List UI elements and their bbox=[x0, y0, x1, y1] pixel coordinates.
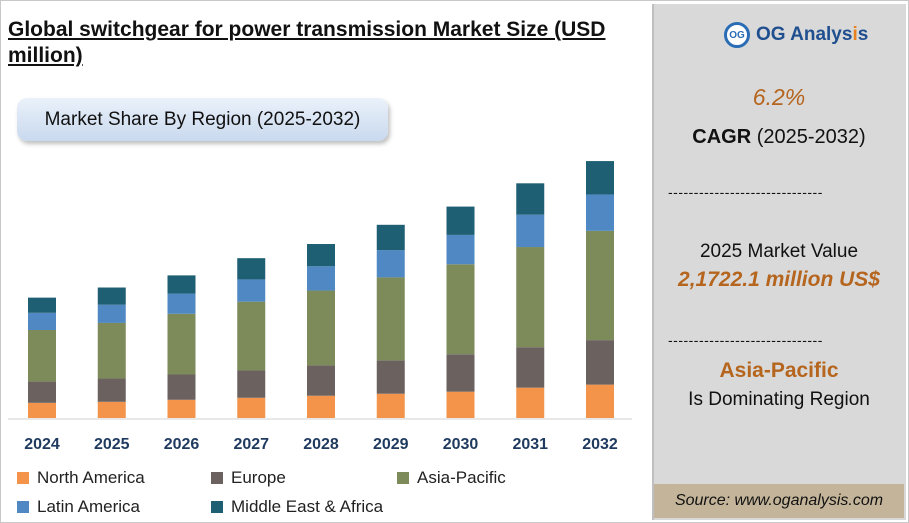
bar-segment-2026-north-america bbox=[167, 399, 196, 418]
bar-segment-2029-europe bbox=[376, 360, 405, 394]
bar-segment-2032-asia-pacific bbox=[586, 230, 614, 341]
bar-segment-2024-middle-east-africa bbox=[28, 297, 56, 313]
stacked-bar-chart: 2024 2025 2026 2027 2028 2029 2030 2031 2032 bbox=[8, 161, 632, 453]
legend-label: Middle East & Africa bbox=[231, 497, 384, 516]
bar-segment-2025-latin-america bbox=[97, 304, 126, 323]
bars-group bbox=[28, 161, 614, 418]
x-tick-label-2024: 2024 bbox=[24, 436, 60, 453]
legend-label: Latin America bbox=[37, 497, 140, 516]
cagr-label-period: (2025-2032) bbox=[751, 126, 866, 148]
legend: North America Europe Asia-Pacific Latin … bbox=[17, 466, 637, 520]
legend-item-latin-america: Latin America bbox=[17, 497, 140, 517]
logo-text-dot: i bbox=[852, 24, 858, 45]
bar-segment-2024-asia-pacific bbox=[28, 329, 56, 382]
logo-text: OG Analysis bbox=[756, 24, 868, 46]
divider-1: ------------------------------ bbox=[668, 184, 823, 200]
bar-segment-2026-europe bbox=[167, 374, 196, 400]
dominating-region-label: Is Dominating Region bbox=[688, 389, 870, 410]
bar-segment-2030-asia-pacific bbox=[446, 264, 475, 355]
x-tick-label-2025: 2025 bbox=[94, 436, 130, 453]
bar-segment-2025-europe bbox=[97, 378, 126, 402]
bar-segment-2026-middle-east-africa bbox=[167, 275, 196, 294]
cagr-value: 6.2% bbox=[752, 84, 806, 110]
bar-segment-2026-asia-pacific bbox=[167, 313, 196, 375]
bar-segment-2031-north-america bbox=[516, 387, 545, 418]
x-tick-label-2029: 2029 bbox=[373, 436, 409, 453]
logo-badge-icon: OG bbox=[724, 22, 750, 48]
logo-text-end: s bbox=[857, 24, 869, 45]
bar-segment-2030-latin-america bbox=[446, 234, 475, 265]
legend-item-asia-pacific: Asia-Pacific bbox=[397, 468, 506, 488]
bar-segment-2029-middle-east-africa bbox=[376, 224, 405, 251]
bar-segment-2028-asia-pacific bbox=[307, 290, 335, 366]
bar-segment-2031-middle-east-africa bbox=[516, 183, 545, 215]
bar-segment-2027-latin-america bbox=[237, 279, 266, 302]
summary-panel: OG OG Analysis 6.2% CAGR (2025-2032) ---… bbox=[652, 4, 906, 520]
bar-segment-2025-middle-east-africa bbox=[97, 287, 126, 305]
x-tick-labels: 2024 2025 2026 2027 2028 2029 2030 2031 2032 bbox=[24, 436, 618, 453]
bar-segment-2032-europe bbox=[586, 340, 614, 385]
legend-label: Asia-Pacific bbox=[417, 468, 506, 487]
bar-segment-2029-north-america bbox=[376, 393, 405, 418]
og-analysis-logo: OG OG Analysis bbox=[724, 22, 868, 48]
bar-segment-2031-europe bbox=[516, 347, 545, 388]
market-value-label: 2025 Market Value bbox=[699, 241, 859, 262]
bar-segment-2030-north-america bbox=[446, 391, 475, 418]
bar-segment-2028-middle-east-africa bbox=[307, 244, 335, 267]
chart-title: Global switchgear for power transmission… bbox=[8, 18, 606, 67]
bar-segment-2029-latin-america bbox=[376, 250, 405, 278]
chart-subtitle: Market Share By Region (2025-2032) bbox=[17, 98, 388, 141]
legend-swatch bbox=[211, 501, 223, 513]
divider-2: ------------------------------ bbox=[668, 332, 823, 348]
bar-segment-2026-latin-america bbox=[167, 293, 196, 314]
bar-segment-2029-asia-pacific bbox=[376, 277, 405, 361]
legend-item-north-america: North America bbox=[17, 468, 145, 488]
bar-segment-2032-north-america bbox=[586, 384, 614, 418]
bar-segment-2027-north-america bbox=[237, 397, 266, 418]
legend-item-middle-east-africa: Middle East & Africa bbox=[211, 497, 383, 517]
dominating-region: Asia-Pacific bbox=[719, 359, 839, 382]
legend-swatch bbox=[17, 501, 29, 513]
legend-label: North America bbox=[37, 468, 145, 487]
x-tick-label-2026: 2026 bbox=[164, 436, 200, 453]
market-value: 2,1722.1 million US$ bbox=[678, 268, 880, 291]
bar-segment-2031-asia-pacific bbox=[516, 247, 545, 348]
bar-segment-2031-latin-america bbox=[516, 214, 545, 248]
bar-segment-2028-latin-america bbox=[307, 266, 335, 291]
bar-segment-2027-middle-east-africa bbox=[237, 258, 266, 280]
x-tick-label-2028: 2028 bbox=[303, 436, 339, 453]
bar-segment-2032-latin-america bbox=[586, 194, 614, 231]
legend-label: Europe bbox=[231, 468, 286, 487]
bar-segment-2024-europe bbox=[28, 381, 56, 403]
x-tick-label-2030: 2030 bbox=[443, 436, 479, 453]
legend-item-europe: Europe bbox=[211, 468, 286, 488]
source-note: Source: www.oganalysis.com bbox=[654, 484, 904, 518]
bar-segment-2027-europe bbox=[237, 370, 266, 398]
bar-segment-2030-europe bbox=[446, 354, 475, 392]
x-tick-label-2032: 2032 bbox=[582, 436, 618, 453]
cagr-label-bold: CAGR bbox=[692, 126, 752, 148]
logo-text-main: OG Analys bbox=[756, 24, 853, 45]
bar-segment-2025-north-america bbox=[97, 401, 126, 418]
bar-segment-2027-asia-pacific bbox=[237, 301, 266, 371]
legend-swatch bbox=[17, 472, 29, 484]
legend-swatch bbox=[397, 472, 409, 484]
bar-segment-2028-north-america bbox=[307, 395, 335, 418]
x-tick-label-2031: 2031 bbox=[512, 436, 548, 453]
bar-segment-2032-middle-east-africa bbox=[586, 161, 614, 195]
x-tick-label-2027: 2027 bbox=[233, 436, 269, 453]
cagr-label: CAGR (2025-2032) bbox=[654, 126, 904, 149]
legend-swatch bbox=[211, 472, 223, 484]
bar-segment-2024-north-america bbox=[28, 402, 56, 418]
bar-segment-2024-latin-america bbox=[28, 312, 56, 330]
bar-segment-2028-europe bbox=[307, 365, 335, 396]
bar-segment-2030-middle-east-africa bbox=[446, 206, 475, 235]
bar-segment-2025-asia-pacific bbox=[97, 322, 126, 379]
